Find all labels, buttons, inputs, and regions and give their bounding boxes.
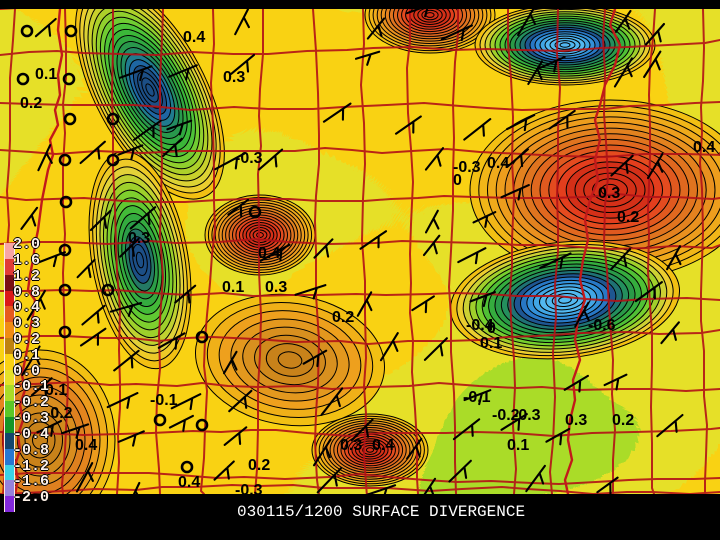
svg-text:0.3: 0.3 (265, 279, 287, 296)
svg-text:0: 0 (453, 172, 462, 189)
svg-text:0.3: 0.3 (340, 437, 362, 454)
svg-text:0.3: 0.3 (565, 412, 587, 429)
svg-text:0.4: 0.4 (487, 155, 509, 172)
svg-text:-0.1: -0.1 (150, 392, 178, 409)
svg-text:0.1: 0.1 (222, 279, 244, 296)
svg-text:0.4: 0.4 (693, 139, 715, 156)
svg-text:-0.3: -0.3 (513, 407, 541, 424)
svg-text:0.2: 0.2 (617, 209, 639, 226)
svg-text:0.3: 0.3 (128, 230, 150, 247)
svg-text:0.4: 0.4 (178, 474, 200, 491)
svg-text:0.2: 0.2 (20, 95, 42, 112)
svg-text:-0.1: -0.1 (463, 389, 491, 406)
svg-text:-0.6: -0.6 (588, 317, 616, 334)
svg-text:0.4: 0.4 (258, 245, 280, 262)
svg-text:0.2: 0.2 (612, 412, 634, 429)
svg-text:0.1: 0.1 (507, 437, 529, 454)
svg-text:0.4: 0.4 (372, 437, 394, 454)
svg-text:0.4: 0.4 (75, 437, 97, 454)
svg-text:0.4: 0.4 (183, 29, 205, 46)
svg-text:0.1: 0.1 (480, 335, 502, 352)
svg-text:-0.3: -0.3 (235, 150, 263, 167)
svg-text:0.3: 0.3 (598, 185, 620, 202)
svg-text:0.1: 0.1 (35, 66, 57, 83)
svg-text:0.2: 0.2 (248, 457, 270, 474)
svg-text:0.2: 0.2 (332, 309, 354, 326)
svg-text:0.3: 0.3 (223, 69, 245, 86)
